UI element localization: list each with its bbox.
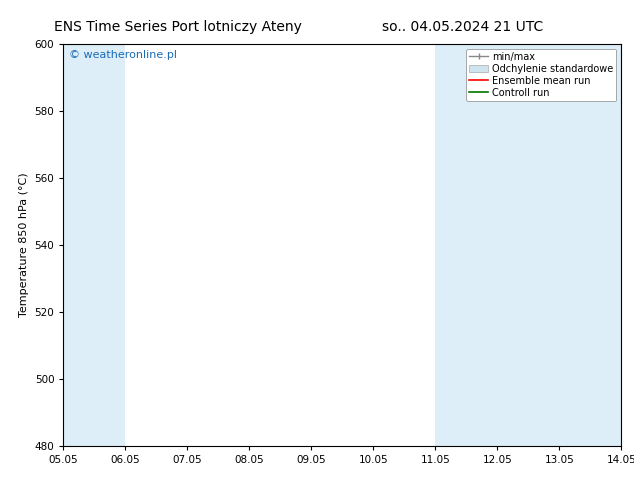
Y-axis label: Temperature 850 hPa (°C): Temperature 850 hPa (°C) — [19, 172, 29, 318]
Legend: min/max, Odchylenie standardowe, Ensemble mean run, Controll run: min/max, Odchylenie standardowe, Ensembl… — [466, 49, 616, 100]
Bar — [436, 44, 559, 446]
Bar — [559, 44, 621, 446]
Text: © weatheronline.pl: © weatheronline.pl — [69, 50, 177, 60]
Bar — [63, 44, 126, 446]
Text: ENS Time Series Port lotniczy Ateny: ENS Time Series Port lotniczy Ateny — [54, 20, 301, 34]
Text: so.. 04.05.2024 21 UTC: so.. 04.05.2024 21 UTC — [382, 20, 543, 34]
